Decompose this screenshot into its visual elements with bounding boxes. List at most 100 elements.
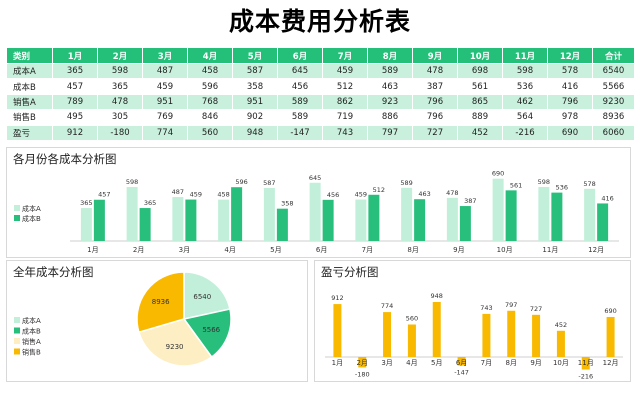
table-cell: 589 [277, 93, 323, 111]
table-row: 销售B 495 305 769 846 902 589 719 886 796 889 564 978 8… [6, 109, 635, 126]
table-cell: 560 [187, 124, 233, 141]
data-label: 512 [373, 186, 385, 194]
pie-slice [182, 308, 232, 359]
column-header: 4月 [187, 47, 233, 64]
page-title: 成本费用分析表 [228, 7, 411, 36]
profit-panel: 盈亏分析图 912 1月 -180 2月 774 3月 560 4月 948 5月 -147 6月 74… [314, 260, 631, 382]
bar-profit [457, 357, 466, 366]
table-cell: -180 [97, 124, 143, 141]
table-cell: 951 [232, 93, 278, 111]
column-header: 11月 [502, 47, 548, 64]
bar-cost-b [414, 199, 426, 241]
table-cell: 796 [412, 109, 458, 126]
data-label: 463 [418, 190, 430, 198]
x-tick-label: 1月 [87, 246, 98, 254]
column-header: 类别 [6, 47, 53, 64]
monthly-cost-panel: 各月份各成本分析图 365 457 1月 598 365 2月 487 459 3月 458 596… [6, 147, 631, 258]
cost-table: 类别 1月 2月 3月 4月 5月 6月 7月 8月 9月 10月 11月 12月 合计 成本A 365 59… [6, 47, 635, 141]
column-header: 8月 [367, 47, 413, 64]
table-cell: 457 [52, 78, 98, 95]
table-cell: 589 [277, 109, 323, 126]
data-label: 578 [583, 180, 595, 188]
data-label: 690 [604, 307, 616, 315]
table-cell: 774 [142, 124, 188, 141]
table-cell: 478 [412, 62, 458, 80]
data-label: 690 [492, 170, 504, 178]
row-label: 盈亏 [6, 124, 53, 141]
table-cell: 886 [367, 109, 413, 126]
table-row: 销售A 789 478 951 768 951 589 862 923 796 865 462 796 9… [6, 93, 635, 111]
x-tick-label: 1月 [332, 359, 343, 367]
bar-cost-a [584, 188, 596, 241]
table-cell: 305 [97, 109, 143, 126]
table-cell: 796 [547, 93, 593, 111]
x-tick-label: 7月 [362, 246, 373, 254]
x-tick-label: 5月 [270, 246, 281, 254]
x-tick-label: 9月 [530, 359, 541, 367]
data-label: 458 [217, 191, 229, 199]
bar-cost-b [368, 194, 380, 241]
table-cell: 719 [322, 109, 368, 126]
table-cell: 5566 [592, 78, 635, 95]
data-label: 948 [431, 292, 443, 300]
column-header: 7月 [322, 47, 368, 64]
profit-title: 盈亏分析图 [321, 265, 379, 279]
pie-slice [136, 271, 185, 334]
data-label: 727 [530, 305, 542, 313]
x-tick-label: 8月 [407, 246, 418, 254]
data-label: 536 [556, 184, 568, 192]
table-cell: 578 [547, 62, 593, 80]
table-cell: 948 [232, 124, 278, 141]
table-cell: 478 [97, 93, 143, 111]
table-cell: 9230 [592, 93, 635, 111]
bar-profit [432, 302, 441, 357]
x-tick-label: 4月 [224, 246, 235, 254]
table-cell: 495 [52, 109, 98, 126]
data-label: 774 [381, 302, 393, 310]
column-header: 6月 [277, 47, 323, 64]
table-cell: 365 [52, 62, 98, 80]
data-label: 912 [331, 294, 343, 302]
row-label: 销售B [6, 109, 53, 126]
bar-profit [581, 357, 590, 370]
table-cell: 387 [412, 78, 458, 95]
table-row: 成本A 365 598 487 458 587 645 459 589 478 698 598 578 6… [6, 62, 635, 80]
table-cell: 416 [547, 78, 593, 95]
pie-slice [137, 318, 213, 367]
table-cell: 456 [277, 78, 323, 95]
data-label: 587 [263, 179, 275, 187]
bar-cost-b [185, 199, 197, 241]
x-tick-label: 2月 [133, 246, 144, 254]
x-tick-label: 12月 [603, 359, 619, 367]
data-label: 797 [505, 301, 517, 309]
data-label: 358 [281, 200, 293, 208]
data-label: -180 [355, 370, 370, 378]
data-label: -216 [578, 373, 593, 381]
x-tick-label: 4月 [406, 359, 417, 367]
table-cell: 458 [187, 62, 233, 80]
table-cell: 846 [187, 109, 233, 126]
row-label: 成本B [6, 78, 53, 95]
x-tick-label: 11月 [578, 359, 594, 367]
x-tick-label: 8月 [506, 359, 517, 367]
bar-cost-b [93, 199, 105, 241]
x-tick-label: 10月 [497, 246, 513, 254]
data-label: 598 [126, 178, 138, 186]
table-cell: 690 [547, 124, 593, 141]
bar-cost-a [355, 199, 367, 241]
table-cell: 512 [322, 78, 368, 95]
legend-swatch [14, 317, 20, 323]
bar-profit [333, 304, 342, 357]
table-cell: 459 [322, 62, 368, 80]
x-tick-label: 2月 [357, 359, 368, 367]
table-header-row: 类别 1月 2月 3月 4月 5月 6月 7月 8月 9月 10月 11月 12月 合计 [6, 47, 635, 64]
data-label: 457 [98, 191, 110, 199]
table-cell: 358 [232, 78, 278, 95]
table-cell: 902 [232, 109, 278, 126]
bar-cost-a [172, 197, 184, 241]
table-cell: 598 [97, 62, 143, 80]
legend-swatch [14, 327, 20, 334]
table-cell: 487 [142, 62, 188, 80]
bar-cost-a [309, 182, 321, 241]
row-label: 销售A [6, 93, 53, 111]
